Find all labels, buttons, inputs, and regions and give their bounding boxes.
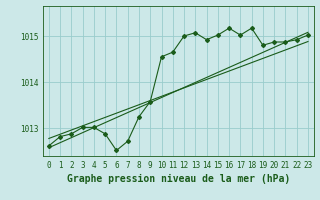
X-axis label: Graphe pression niveau de la mer (hPa): Graphe pression niveau de la mer (hPa) bbox=[67, 174, 290, 184]
